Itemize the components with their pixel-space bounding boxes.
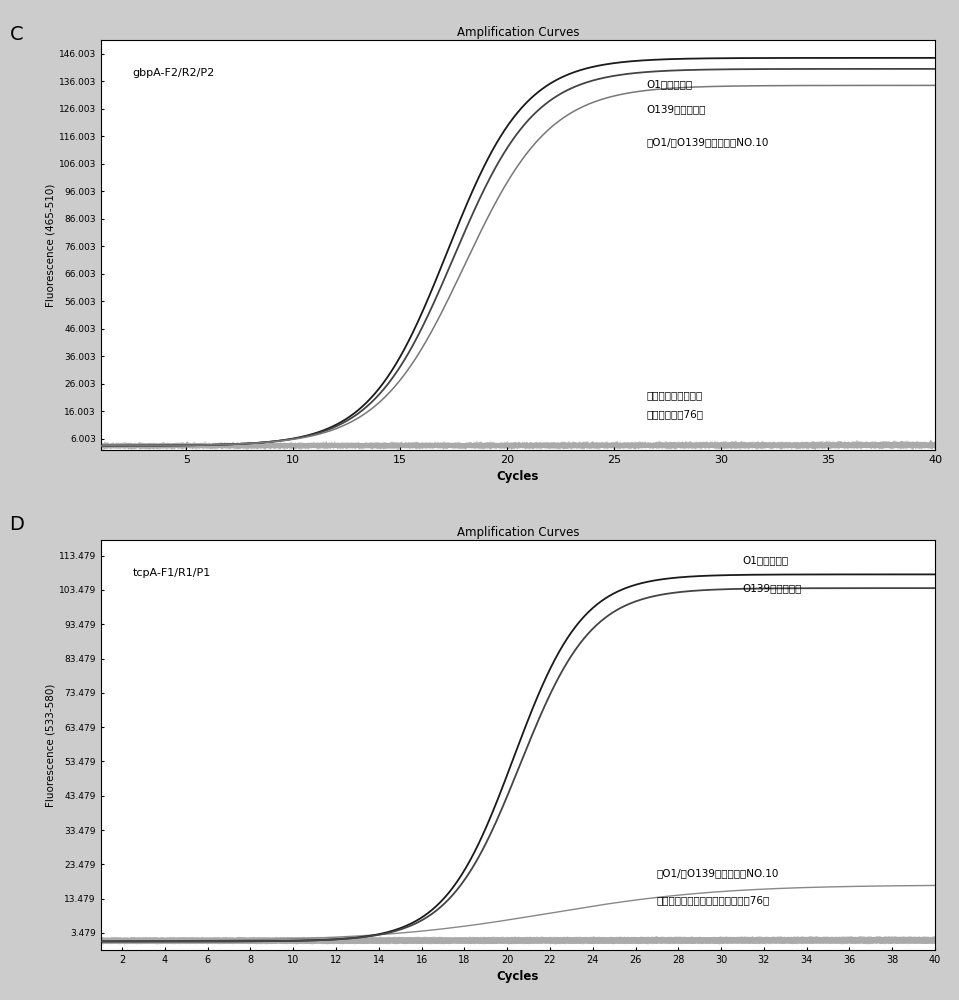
- Text: O139群降乱弧菌: O139群降乱弧菌: [646, 104, 706, 114]
- Text: O1群降乱弧菌: O1群降乱弧菌: [742, 556, 788, 566]
- Text: D: D: [10, 515, 25, 534]
- X-axis label: Cycles: Cycles: [497, 970, 539, 983]
- Text: gbpA-F2/R2/P2: gbpA-F2/R2/P2: [132, 68, 215, 78]
- Text: O1群降乱弧菌: O1群降乱弧菌: [646, 79, 692, 89]
- Title: Amplification Curves: Amplification Curves: [456, 26, 579, 39]
- Text: O139群降乱弧菌: O139群降乱弧菌: [742, 583, 802, 593]
- Text: 非O1/非O139群降乱弧菌NO.10: 非O1/非O139群降乱弧菌NO.10: [646, 137, 768, 147]
- Text: tcpA-F1/R1/P1: tcpA-F1/R1/P1: [132, 568, 211, 578]
- Text: C: C: [10, 25, 23, 44]
- Text: 性致病菌共计76株: 性致病菌共计76株: [646, 409, 703, 419]
- Text: 非O1/非O139群降乱弧菌NO.10: 非O1/非O139群降乱弧菌NO.10: [657, 868, 780, 878]
- Y-axis label: Fluorescence (465-510): Fluorescence (465-510): [46, 183, 56, 307]
- Text: 其他常见弧菌和食源: 其他常见弧菌和食源: [646, 390, 703, 400]
- Text: 其他常见弧菌和食源性致病菌共计76株: 其他常见弧菌和食源性致病菌共计76株: [657, 895, 770, 905]
- X-axis label: Cycles: Cycles: [497, 470, 539, 483]
- Y-axis label: Fluorescence (533-580): Fluorescence (533-580): [46, 683, 56, 807]
- Title: Amplification Curves: Amplification Curves: [456, 526, 579, 539]
